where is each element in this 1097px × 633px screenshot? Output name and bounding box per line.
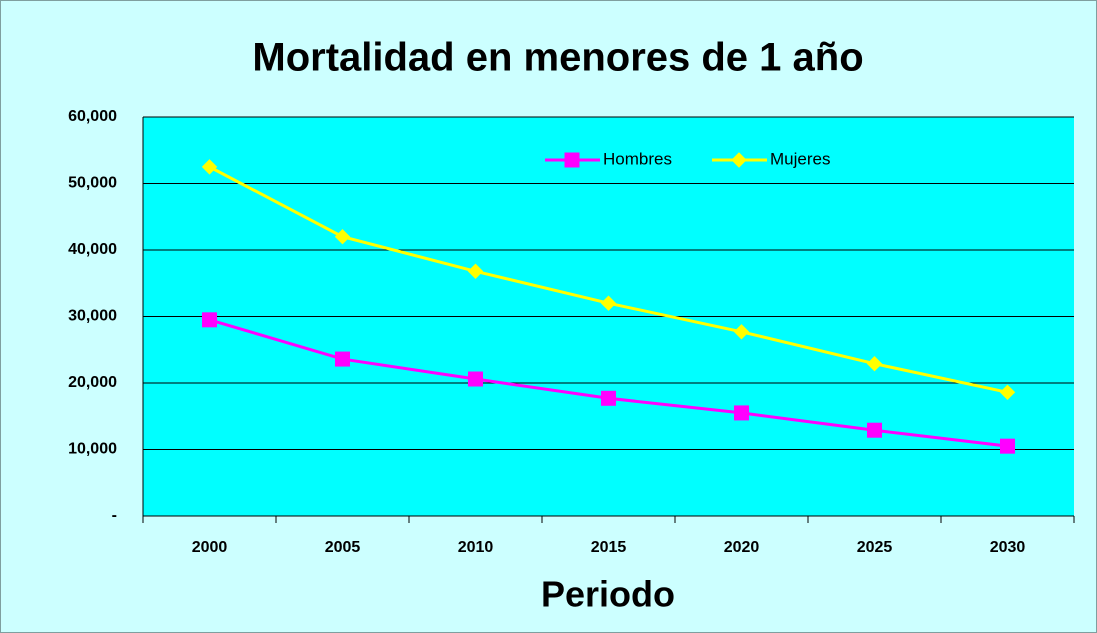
data-point	[1000, 438, 1015, 454]
data-point	[866, 356, 883, 372]
x-tick-label: 2005	[325, 539, 361, 556]
y-tick-label: 30,000	[68, 308, 117, 325]
y-tick-label: 20,000	[68, 374, 117, 391]
y-tick-label: 10,000	[68, 441, 117, 458]
x-tick-label: 2030	[990, 539, 1026, 556]
x-tick-label: 2010	[458, 539, 494, 556]
data-point	[468, 371, 483, 387]
legend-label: Mujeres	[770, 149, 830, 168]
data-point	[733, 324, 750, 340]
legend-marker	[731, 152, 747, 168]
data-point	[334, 228, 351, 245]
data-point	[467, 263, 484, 279]
y-tick-label: -	[112, 507, 117, 524]
y-tick-label: 40,000	[68, 241, 117, 258]
data-point	[600, 295, 617, 311]
y-tick-label: 50,000	[68, 175, 117, 192]
data-point	[202, 312, 217, 328]
data-point	[601, 390, 616, 406]
data-point	[335, 351, 350, 367]
x-tick-label: 2020	[724, 539, 760, 556]
y-tick-label: 60,000	[68, 108, 117, 125]
x-tick-label: 2025	[857, 539, 893, 556]
x-tick-label: 2000	[192, 539, 228, 556]
data-point	[201, 159, 218, 175]
legend-label: Hombres	[603, 149, 672, 168]
data-point	[999, 384, 1016, 401]
chart-title: Mortalidad en menores de 1 año	[252, 36, 863, 80]
data-point	[867, 422, 882, 438]
x-axis-label: Periodo	[541, 574, 675, 615]
data-point	[734, 405, 749, 421]
x-tick-label: 2015	[591, 539, 627, 556]
legend-marker	[564, 152, 580, 168]
